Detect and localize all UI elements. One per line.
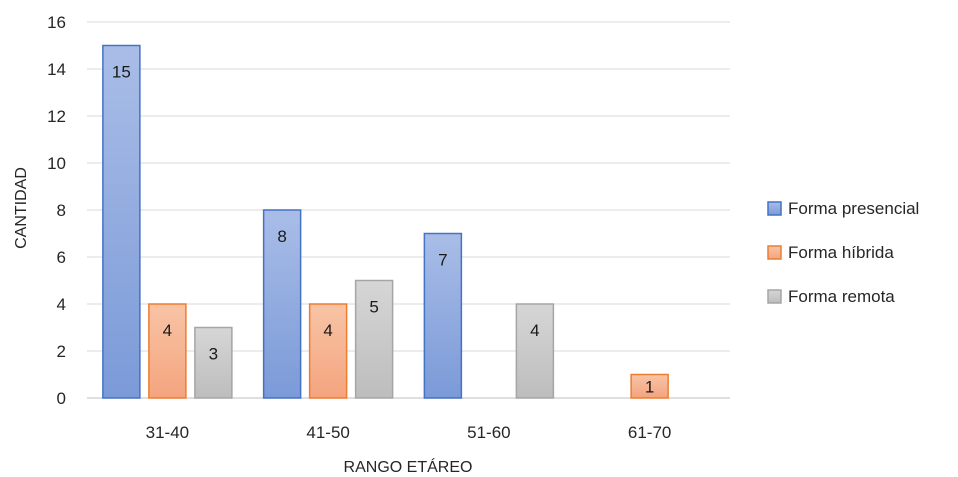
y-axis-title: CANTIDAD — [13, 167, 30, 249]
legend-item: Forma híbrida — [767, 243, 894, 262]
bar — [515, 303, 555, 399]
data-labels: 15 8 7 4 4 1 3 5 4 — [112, 63, 654, 397]
y-tick-label: 0 — [57, 389, 66, 408]
y-tick-label: 6 — [57, 248, 66, 267]
data-label: 4 — [323, 321, 332, 340]
bar — [423, 232, 463, 399]
data-label: 5 — [369, 298, 378, 317]
legend-item: Forma presencial — [767, 199, 919, 218]
bar — [630, 373, 669, 399]
y-axis-ticks: 0 2 4 6 8 10 12 14 16 — [47, 13, 66, 408]
y-tick-label: 8 — [57, 201, 66, 220]
y-tick-label: 10 — [47, 154, 66, 173]
bars — [102, 44, 669, 399]
bar — [148, 303, 187, 399]
x-tick-label: 41-50 — [306, 423, 349, 442]
data-label: 4 — [530, 321, 539, 340]
bar — [102, 44, 141, 399]
bar — [354, 279, 394, 399]
y-tick-label: 14 — [47, 60, 66, 79]
data-label: 15 — [112, 63, 131, 82]
data-label: 4 — [163, 321, 172, 340]
x-tick-label: 61-70 — [628, 423, 671, 442]
legend-swatch — [767, 201, 782, 216]
x-tick-label: 51-60 — [467, 423, 510, 442]
y-tick-label: 4 — [57, 295, 66, 314]
legend-label: Forma presencial — [788, 199, 919, 218]
x-tick-label: 31-40 — [146, 423, 189, 442]
data-label: 8 — [277, 227, 286, 246]
x-axis-title: RANGO ETÁREO — [344, 457, 473, 476]
data-label: 7 — [438, 251, 447, 270]
legend-swatch — [767, 289, 782, 304]
y-tick-label: 12 — [47, 107, 66, 126]
legend-item: Forma remota — [767, 287, 895, 306]
x-axis-ticks: 31-40 41-50 51-60 61-70 — [146, 423, 672, 442]
bar — [308, 303, 348, 399]
data-label: 1 — [645, 377, 654, 396]
legend-label: Forma remota — [788, 287, 895, 306]
legend: Forma presencial Forma híbrida Forma remot… — [767, 199, 919, 306]
bar — [194, 326, 233, 399]
data-label: 3 — [209, 345, 218, 364]
y-tick-label: 2 — [57, 342, 66, 361]
legend-swatch — [767, 245, 782, 260]
legend-label: Forma híbrida — [788, 243, 894, 262]
y-tick-label: 16 — [47, 13, 66, 32]
bar — [262, 209, 302, 399]
